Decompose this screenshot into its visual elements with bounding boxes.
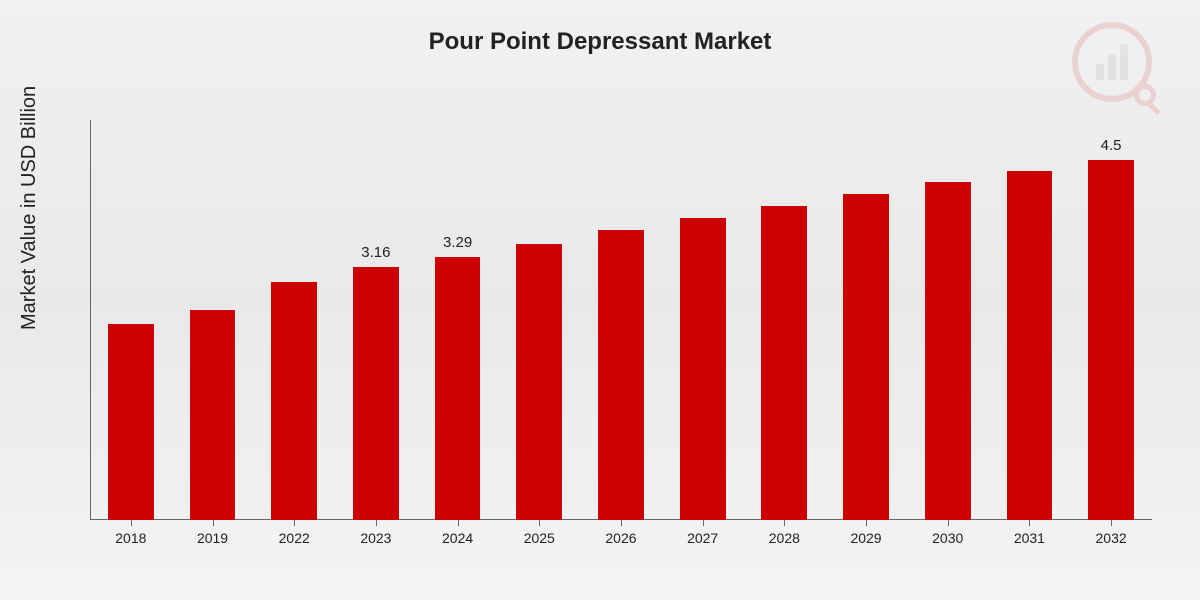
x-category-label: 2025 <box>498 530 580 546</box>
x-tick <box>703 520 704 526</box>
x-category-label: 2032 <box>1070 530 1152 546</box>
x-category-label: 2019 <box>172 530 254 546</box>
x-category-label: 2031 <box>989 530 1071 546</box>
bar <box>843 194 889 520</box>
bar-slot: 20243.29 <box>417 120 499 520</box>
bar <box>925 182 971 520</box>
bar <box>1007 171 1053 520</box>
bar-slot: 2022 <box>253 120 335 520</box>
x-tick <box>539 520 540 526</box>
x-category-label: 2026 <box>580 530 662 546</box>
bar-slot: 2031 <box>989 120 1071 520</box>
bar-slot: 2029 <box>825 120 907 520</box>
x-category-label: 2023 <box>335 530 417 546</box>
bar-slot: 2030 <box>907 120 989 520</box>
x-tick <box>1029 520 1030 526</box>
x-tick <box>866 520 867 526</box>
bar <box>1088 160 1134 520</box>
chart-container: Pour Point Depressant Market Market Valu… <box>0 0 1200 600</box>
bar-value-label: 4.5 <box>1070 137 1152 154</box>
bar-slot: 2027 <box>662 120 744 520</box>
x-category-label: 2022 <box>253 530 335 546</box>
x-category-label: 2029 <box>825 530 907 546</box>
bar <box>271 282 317 520</box>
bar <box>108 324 154 520</box>
bar <box>761 206 807 520</box>
bar-slot: 2025 <box>498 120 580 520</box>
x-tick <box>376 520 377 526</box>
bar-value-label: 3.29 <box>417 234 499 251</box>
x-tick <box>948 520 949 526</box>
bar <box>353 267 399 520</box>
x-category-label: 2028 <box>744 530 826 546</box>
bar <box>190 310 236 520</box>
bar-slot: 2028 <box>744 120 826 520</box>
bar-value-label: 3.16 <box>335 244 417 261</box>
x-tick <box>131 520 132 526</box>
bar <box>516 244 562 520</box>
x-tick <box>784 520 785 526</box>
x-category-label: 2024 <box>417 530 499 546</box>
bar-slot: 2019 <box>172 120 254 520</box>
chart-title: Pour Point Depressant Market <box>0 28 1200 56</box>
x-tick <box>213 520 214 526</box>
x-category-label: 2027 <box>662 530 744 546</box>
x-tick <box>1111 520 1112 526</box>
bar <box>435 257 481 520</box>
bar-slot: 2026 <box>580 120 662 520</box>
x-tick <box>621 520 622 526</box>
bar-slot: 20233.16 <box>335 120 417 520</box>
plot-area: 20182019202220233.1620243.29202520262027… <box>90 120 1152 540</box>
x-category-label: 2030 <box>907 530 989 546</box>
x-category-label: 2018 <box>90 530 172 546</box>
bars-group: 20182019202220233.1620243.29202520262027… <box>90 120 1152 520</box>
bar <box>680 218 726 520</box>
x-tick <box>458 520 459 526</box>
y-axis-label: Market Value in USD Billion <box>18 86 41 330</box>
bar <box>598 230 644 520</box>
bar-slot: 20324.5 <box>1070 120 1152 520</box>
x-tick <box>294 520 295 526</box>
bar-slot: 2018 <box>90 120 172 520</box>
